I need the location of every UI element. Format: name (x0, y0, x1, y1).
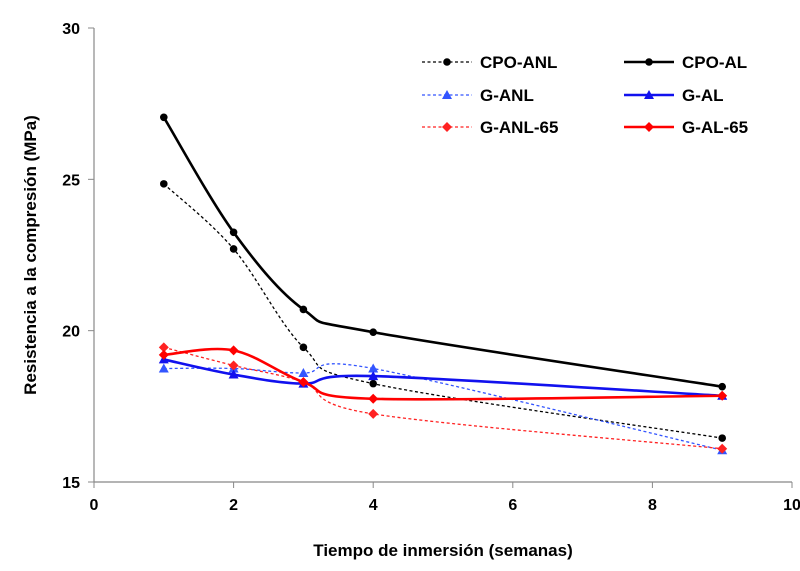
data-point (158, 349, 169, 360)
data-point (717, 443, 728, 454)
y-tick-label: 25 (62, 172, 80, 189)
series-line (163, 347, 723, 401)
legend-item: G-AL (624, 86, 724, 105)
legend-swatch-marker (644, 90, 654, 99)
data-point (717, 390, 728, 401)
data-point (160, 180, 168, 188)
data-point (718, 382, 726, 391)
series-line (163, 363, 723, 451)
x-tick-label: 8 (648, 497, 657, 514)
series-cpo-anl (160, 180, 726, 442)
axes: 0 2 4 6 8 10 15 20 25 30 (62, 21, 800, 514)
x-tick-label: 6 (508, 497, 517, 514)
data-point (158, 342, 169, 353)
y-tick-label: 30 (62, 21, 80, 38)
legend-swatch-marker (443, 58, 451, 66)
data-point (229, 245, 238, 253)
data-point (228, 360, 239, 371)
y-axis-title: Resistencia a la compresión (MPa) (21, 115, 40, 395)
legend-swatch-marker (442, 90, 452, 99)
x-tick-label: 2 (229, 497, 238, 514)
data-point (160, 113, 168, 122)
x-tick-label: 10 (783, 497, 800, 514)
legend-label: G-AL (682, 86, 724, 105)
data-point (299, 305, 308, 314)
data-point (368, 408, 379, 419)
legend: CPO-ANL CPO-AL G-ANL G-AL G-ANL-65 G-AL-65 (422, 53, 748, 137)
legend-item: G-ANL-65 (422, 118, 558, 137)
legend-swatch-marker (442, 122, 452, 132)
series-g-al-65 (158, 345, 728, 404)
data-point (369, 379, 378, 388)
data-point (298, 368, 309, 378)
legend-label: G-AL-65 (682, 118, 748, 137)
series-g-anl-65 (158, 342, 728, 454)
data-point (368, 363, 379, 373)
data-point (299, 343, 308, 352)
data-point (368, 371, 379, 381)
data-point (228, 369, 239, 379)
series-g-al (158, 354, 728, 400)
y-tick-label: 20 (62, 324, 80, 341)
series-line (162, 116, 723, 388)
data-point (158, 363, 169, 373)
series-line (163, 358, 723, 398)
legend-item: G-ANL (422, 86, 534, 105)
legend-label: CPO-ANL (480, 53, 557, 72)
legend-label: G-ANL (480, 86, 534, 105)
x-axis-title: Tiempo de inmersión (semanas) (313, 541, 572, 560)
legend-item: G-AL-65 (624, 118, 748, 137)
y-tick-label: 15 (62, 475, 80, 492)
legend-swatch-marker (644, 122, 654, 132)
series-line (163, 346, 723, 450)
legend-swatch-marker (645, 58, 653, 66)
data-point (228, 345, 239, 356)
x-tick-label: 4 (369, 497, 378, 514)
data-point (718, 434, 726, 442)
x-tick-label: 0 (90, 497, 99, 514)
legend-item: CPO-AL (624, 53, 747, 72)
data-point (369, 328, 378, 336)
legend-item: CPO-ANL (422, 53, 557, 72)
series-cpo-al (160, 113, 726, 391)
legend-label: CPO-AL (682, 53, 747, 72)
legend-label: G-ANL-65 (480, 118, 558, 137)
data-point (229, 228, 238, 237)
data-point (368, 393, 379, 404)
series-group (158, 113, 728, 455)
data-point (298, 377, 309, 388)
